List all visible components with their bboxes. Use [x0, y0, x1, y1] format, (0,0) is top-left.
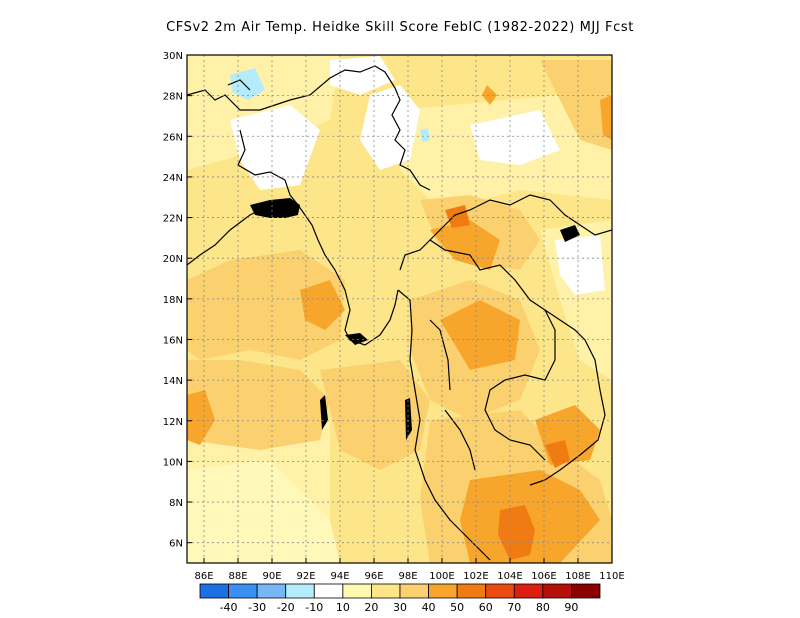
y-tick-label: 12N: [163, 417, 183, 428]
colorbar-label: 60: [479, 601, 493, 614]
colorbar-label: 80: [536, 601, 550, 614]
colorbar-swatch: [371, 583, 401, 599]
x-tick-label: 108E: [565, 571, 590, 582]
y-tick-label: 24N: [163, 173, 183, 184]
colorbar-label: 10: [336, 601, 350, 614]
colorbar-swatch: [199, 583, 229, 599]
x-tick-label: 88E: [228, 571, 247, 582]
colorbar-swatch: [342, 583, 372, 599]
y-axis-labels: 6N 8N 10N 12N 14N 16N 18N 20N 22N 24N 26N 28N 30N: [163, 51, 192, 550]
colorbar-swatch: [485, 583, 515, 599]
colorbar-swatch: [456, 583, 487, 599]
x-tick-label: 102E: [463, 571, 488, 582]
colorbar-swatch: [228, 583, 258, 599]
colorbar: [199, 583, 601, 599]
x-tick-label: 106E: [531, 571, 556, 582]
y-tick-label: 20N: [163, 254, 183, 265]
colorbar-label: -40: [220, 601, 238, 614]
y-tick-label: 6N: [169, 539, 183, 550]
colorbar-label: -10: [305, 601, 323, 614]
coastline-detail: [250, 198, 580, 440]
y-tick-label: 22N: [163, 214, 183, 225]
y-tick-label: 14N: [163, 376, 183, 387]
y-tick-label: 26N: [163, 132, 183, 143]
y-tick-label: 30N: [163, 51, 183, 62]
colorbar-swatch: [256, 583, 287, 599]
colorbar-label: 30: [393, 601, 407, 614]
colorbar-swatch: [428, 583, 458, 599]
colorbar-swatch: [399, 583, 429, 599]
coastlines-and-borders: [187, 65, 612, 561]
colorbar-label: 20: [364, 601, 378, 614]
x-tick-label: 86E: [194, 571, 213, 582]
colorbar-labels: -40 -30 -20 -10 10 20 30 40 50 60 70 80 90: [220, 601, 579, 614]
colorbar-swatch: [285, 583, 315, 599]
x-tick-label: 96E: [364, 571, 383, 582]
colorbar-swatch: [542, 583, 572, 599]
y-tick-label: 8N: [169, 498, 183, 509]
colorbar-label: -30: [248, 601, 266, 614]
colorbar-swatch: [513, 583, 544, 599]
y-tick-label: 18N: [163, 295, 183, 306]
colorbar-label: 50: [450, 601, 464, 614]
plot-frame: [186, 54, 613, 564]
chart-title: CFSv2 2m Air Temp. Heidke Skill Score Fe…: [166, 20, 634, 35]
x-tick-label: 100E: [429, 571, 454, 582]
colorbar-label: 90: [564, 601, 578, 614]
map-grid: [187, 55, 612, 563]
x-tick-label: 110E: [599, 571, 624, 582]
skill-score-field: [187, 55, 612, 563]
colorbar-swatch: [313, 583, 344, 599]
colorbar-label: 40: [422, 601, 436, 614]
y-tick-label: 28N: [163, 92, 183, 103]
x-tick-label: 104E: [497, 571, 522, 582]
y-tick-label: 16N: [163, 335, 183, 346]
x-axis-labels: 86E 88E 90E 92E 94E 96E 98E 100E 102E 104E 106E 108…: [194, 558, 625, 582]
y-tick-label: 10N: [163, 457, 183, 468]
colorbar-label: -20: [277, 601, 295, 614]
x-tick-label: 92E: [296, 571, 315, 582]
x-tick-label: 94E: [330, 571, 349, 582]
x-tick-label: 98E: [398, 571, 417, 582]
x-tick-label: 90E: [262, 571, 281, 582]
colorbar-swatch: [571, 583, 601, 599]
colorbar-label: 70: [507, 601, 521, 614]
